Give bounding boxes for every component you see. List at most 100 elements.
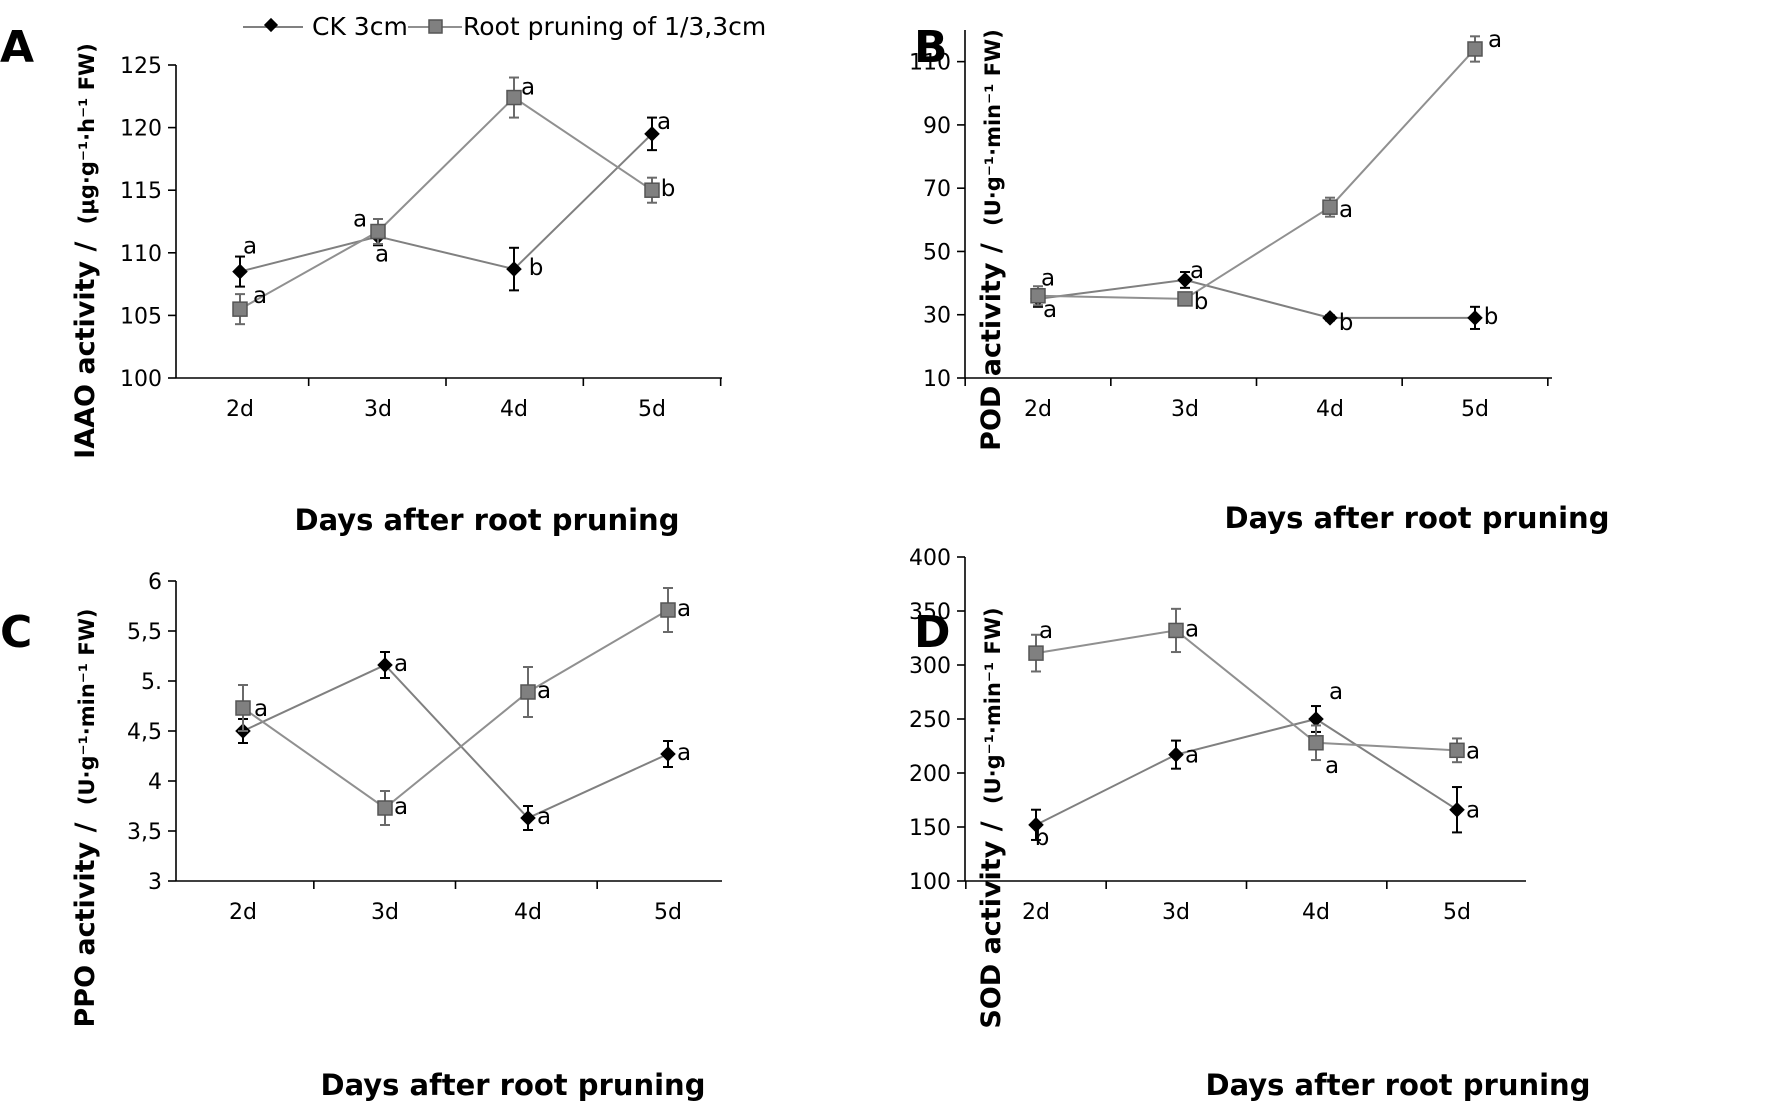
- x-tick-label: 2d: [1022, 900, 1050, 925]
- significance-label-ck: a: [1185, 743, 1199, 769]
- significance-label-pruning: a: [1185, 616, 1199, 642]
- data-point-pruning: [370, 223, 386, 240]
- y-tick-label: 100: [120, 367, 162, 392]
- y-axis-title-main: SOD activity /: [976, 821, 1007, 1028]
- significance-label-ck: a: [1043, 297, 1057, 323]
- data-point-pruning: [1449, 742, 1465, 759]
- panel-letter-c: C: [0, 607, 32, 658]
- significance-label-pruning: a: [677, 596, 691, 622]
- panel-letter-b: B: [914, 22, 948, 73]
- x-tick-label: 2d: [1024, 397, 1052, 422]
- series-line-pruning: [242, 609, 669, 810]
- x-tick-label: 5d: [638, 397, 666, 422]
- y-tick-label: 400: [909, 546, 951, 571]
- significance-label-pruning: a: [521, 75, 535, 101]
- series-line-pruning: [239, 96, 653, 311]
- significance-label-pruning: a: [1039, 618, 1053, 644]
- data-point-pruning: [1028, 645, 1044, 661]
- y-tick-label: 5.: [141, 670, 162, 695]
- series-line-ck: [1035, 717, 1458, 826]
- data-point-ck: [1467, 310, 1483, 326]
- data-point-ck: [520, 810, 536, 826]
- data-point-pruning: [1030, 287, 1046, 304]
- y-tick-label: 5,5: [127, 620, 162, 645]
- data-point-ck: [644, 126, 660, 142]
- y-tick-label: 125: [120, 54, 162, 79]
- significance-label-ck: a: [243, 234, 257, 260]
- legend-pruning-marker: [428, 19, 443, 34]
- significance-label-ck: a: [1466, 798, 1480, 824]
- x-tick-label: 5d: [1443, 900, 1471, 925]
- series-line-ck: [1037, 278, 1475, 319]
- significance-label-ck: a: [394, 651, 408, 677]
- y-axis-title-unit: (U·g⁻¹·min⁻¹ FW): [75, 608, 99, 805]
- panel-c: C PPO activity / (U·g⁻¹·min⁻¹ FW) Days a…: [0, 570, 722, 1102]
- data-point-pruning: [660, 602, 676, 618]
- x-tick-label: 4d: [1316, 397, 1344, 422]
- significance-label-pruning: a: [1041, 266, 1055, 292]
- data-point-pruning: [1322, 199, 1338, 215]
- data-point-ck: [1028, 817, 1044, 833]
- y-axis-title-main: POD activity /: [976, 243, 1007, 451]
- significance-label-ck: b: [1484, 304, 1499, 330]
- x-tick-label: 3d: [364, 397, 392, 422]
- significance-label-pruning: a: [1488, 27, 1502, 53]
- y-tick-label: 120: [120, 117, 162, 142]
- significance-label-pruning: a: [253, 283, 267, 309]
- x-tick-label: 2d: [226, 397, 254, 422]
- y-tick-label: 3,5: [127, 820, 162, 845]
- x-tick-label: 2d: [229, 900, 257, 925]
- significance-label-pruning: b: [661, 176, 676, 202]
- data-point-ck: [1449, 801, 1465, 818]
- panel-a: A IAAO activity / (μg·g⁻¹·h⁻¹ FW) Days a…: [0, 22, 722, 537]
- significance-label-ck: b: [529, 255, 544, 281]
- x-tick-label: 3d: [1162, 900, 1190, 925]
- series-line-pruning: [1035, 629, 1458, 752]
- data-point-pruning: [232, 301, 248, 317]
- y-tick-label: 105: [120, 304, 162, 329]
- significance-label-pruning: a: [254, 696, 268, 722]
- plot-area-c: 3 3,5 4 4,5 5. 5,5 6 2d 3d 4d 5d a a a a a a a: [127, 570, 722, 925]
- data-point-pruning: [1168, 622, 1184, 639]
- significance-label-pruning: a: [375, 242, 389, 268]
- y-axis-title-d: SOD activity / (U·g⁻¹·min⁻¹ FW): [976, 607, 1007, 1028]
- x-tick-label: 4d: [1302, 900, 1330, 925]
- data-point-pruning: [644, 182, 660, 198]
- data-point-pruning: [506, 89, 522, 106]
- y-tick-label: 300: [909, 654, 951, 679]
- y-tick-label: 350: [909, 600, 951, 625]
- significance-label-ck: a: [677, 740, 691, 766]
- data-point-ck: [1308, 711, 1324, 727]
- y-tick-label: 100: [909, 870, 951, 895]
- x-tick-label: 4d: [500, 397, 528, 422]
- significance-label-pruning: a: [394, 794, 408, 820]
- y-axis-title-unit: (U·g⁻¹·min⁻¹ FW): [981, 29, 1005, 226]
- data-point-pruning: [1177, 291, 1193, 307]
- y-axis-title-unit: (U·g⁻¹·min⁻¹ FW): [981, 607, 1005, 804]
- data-point-pruning: [1467, 41, 1483, 57]
- x-tick-label: 5d: [654, 900, 682, 925]
- y-tick-label: 30: [923, 304, 951, 329]
- y-tick-label: 4,5: [127, 720, 162, 745]
- significance-label-pruning: b: [1194, 289, 1209, 315]
- y-tick-label: 115: [120, 179, 162, 204]
- data-point-pruning: [520, 684, 536, 700]
- y-tick-label: 90: [923, 114, 951, 139]
- significance-label-ck: a: [1190, 258, 1204, 284]
- significance-label-ck: a: [657, 109, 671, 135]
- significance-label-ck: b: [1035, 825, 1050, 851]
- x-tick-label: 3d: [1171, 397, 1199, 422]
- y-tick-label: 110: [909, 51, 951, 76]
- data-point-pruning: [235, 700, 251, 716]
- significance-label-ck: a: [537, 804, 551, 830]
- y-tick-label: 70: [923, 177, 951, 202]
- y-tick-label: 250: [909, 708, 951, 733]
- data-point-ck: [1177, 272, 1193, 288]
- legend: CK 3cm Root pruning of 1/3,3cm: [243, 12, 766, 41]
- data-point-ck: [232, 263, 248, 280]
- y-tick-label: 10: [923, 367, 951, 392]
- significance-label-pruning: a: [1339, 197, 1353, 223]
- y-axis-title-main: PPO activity /: [70, 822, 101, 1027]
- series-line-ck: [239, 133, 653, 273]
